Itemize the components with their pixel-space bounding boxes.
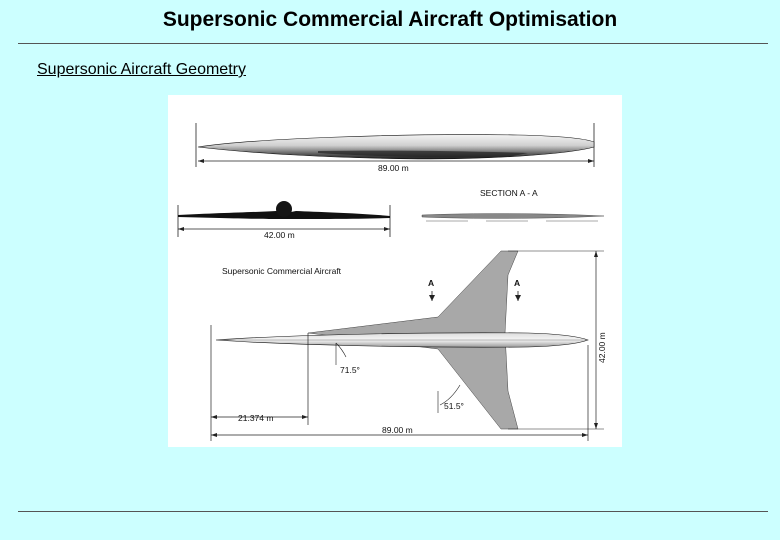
side-view-length-label: 89.00 m [378,163,409,173]
sweep-outer-label: 51.5° [444,401,464,411]
front-view-span-label: 42.00 m [264,230,295,240]
slide-subtitle: Supersonic Aircraft Geometry [37,61,246,78]
section-label: SECTION A - A [480,188,538,198]
front-view: 42.00 m [177,201,391,240]
plan-caption: Supersonic Commercial Aircraft [222,266,342,276]
sweep-inner-label: 71.5° [340,365,360,375]
section-a-a: SECTION A - A [421,188,605,222]
aircraft-geometry-figure: 89.00 m 42.00 m SECTION A - A Supersonic… [168,95,622,447]
section-mark-right: A [514,278,520,288]
footer-divider [18,511,768,512]
aircraft-geometry-drawing: 89.00 m 42.00 m SECTION A - A Supersonic… [177,123,607,441]
plan-view: Supersonic Commercial Aircraft A A 42.00… [210,250,607,441]
plan-length-label: 89.00 m [382,425,413,435]
side-view: 89.00 m [195,123,595,173]
slide-title: Supersonic Commercial Aircraft Optimisat… [162,8,618,31]
wing-apex-station-label: 21.374 m [238,413,273,423]
span-vertical-label: 42.00 m [597,332,607,363]
title-divider [18,43,768,44]
section-mark-left: A [428,278,434,288]
